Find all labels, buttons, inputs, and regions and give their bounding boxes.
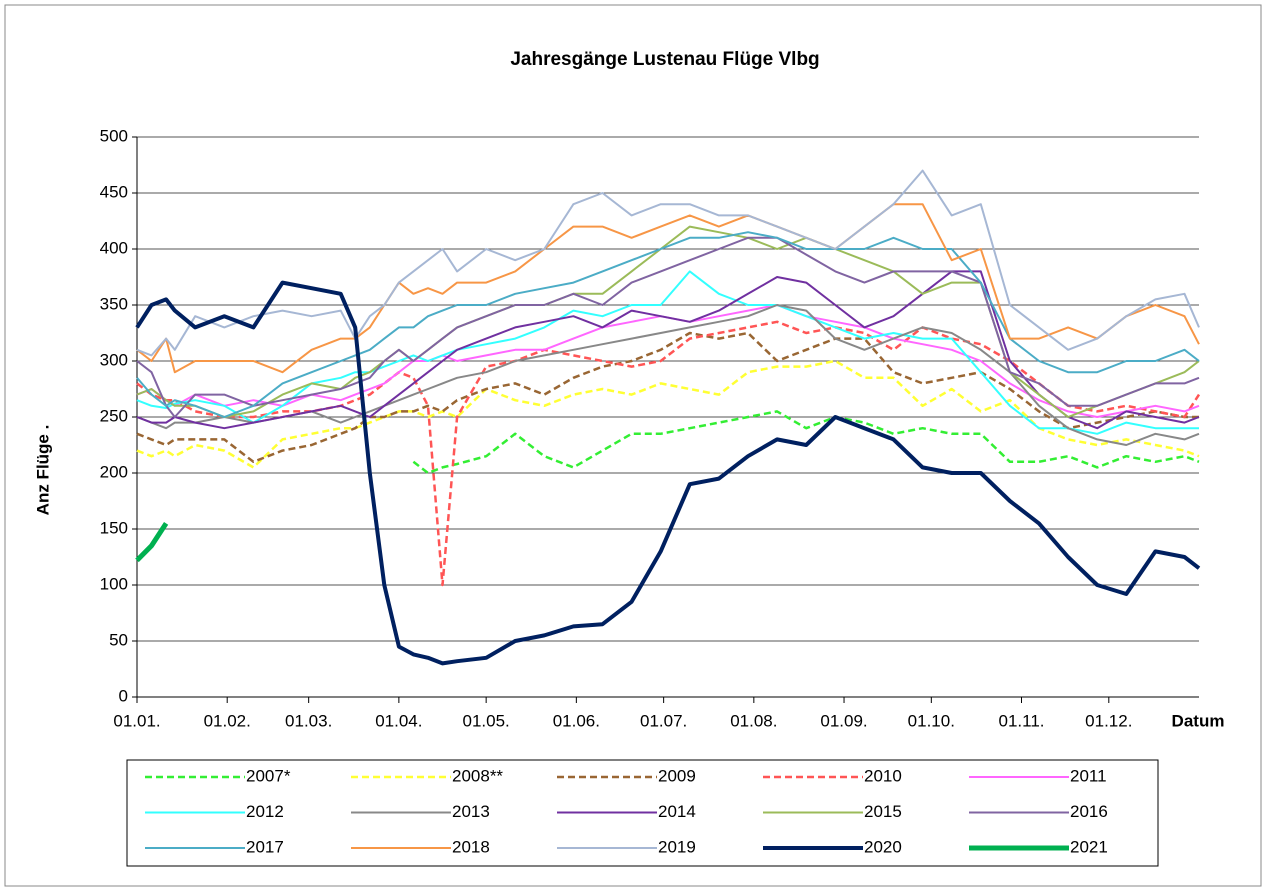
legend-label: 2013 [452, 802, 490, 821]
legend-label: 2021 [1070, 837, 1108, 856]
legend-label: 2007* [246, 766, 291, 785]
y-tick-label: 450 [100, 182, 128, 201]
legend-label: 2011 [1070, 766, 1107, 785]
y-tick-label: 50 [109, 630, 128, 649]
x-tick-label: 01.05. [463, 711, 510, 730]
x-axis-label: Datum [1172, 711, 1225, 730]
series-line [136, 331, 1199, 464]
legend-label: 2009 [658, 766, 696, 785]
y-tick-label: 250 [100, 406, 128, 425]
y-tick-label: 300 [100, 350, 128, 369]
x-tick-label: 01.11. [999, 711, 1045, 730]
series-line [136, 236, 1200, 418]
y-tick-label: 400 [100, 238, 128, 257]
series-line [136, 304, 1200, 418]
series-line [136, 270, 1199, 435]
x-tick-label: 01.02. [204, 711, 251, 730]
x-tick-label: 01.09. [820, 711, 867, 730]
series-line [136, 359, 1200, 469]
legend-label: 2018 [452, 837, 490, 856]
y-tick-label: 150 [100, 518, 128, 537]
y-tick-label: 350 [100, 294, 128, 313]
y-tick-label: 200 [100, 462, 128, 481]
series-line [136, 203, 1200, 374]
x-tick-label: 01.03. [285, 711, 332, 730]
x-tick-label: 01.12. [1085, 711, 1132, 730]
legend-label: 2019 [658, 837, 696, 856]
series-line [136, 169, 1200, 357]
legend-label: 2017 [246, 837, 284, 856]
legend-label: 2014 [658, 802, 696, 821]
series-line [136, 270, 1200, 430]
series-line [412, 410, 1200, 475]
legend-label: 2015 [864, 802, 902, 821]
x-tick-label: 01.06. [553, 711, 600, 730]
chart-title: Jahresgänge Lustenau Flüge Vlbg [510, 49, 819, 70]
y-axis-label: Anz Flüge . [33, 425, 52, 516]
x-tick-label: 01.08. [730, 711, 777, 730]
x-tick-label: 01.04. [375, 711, 422, 730]
y-tick-label: 100 [100, 574, 128, 593]
x-tick-label: 01.07. [640, 711, 687, 730]
series-line [135, 280, 1201, 666]
x-tick-label: 01.10. [908, 711, 955, 730]
y-tick-label: 0 [119, 686, 128, 705]
legend-label: 2008** [452, 766, 503, 785]
series-line [136, 231, 1200, 418]
x-tick-label: 01.01. [113, 711, 160, 730]
legend-label: 2012 [246, 802, 284, 821]
legend-label: 2020 [864, 837, 902, 856]
series-line [135, 522, 169, 563]
chart-border [4, 4, 1262, 887]
y-tick-label: 500 [100, 126, 128, 145]
legend-label: 2016 [1070, 802, 1108, 821]
legend-label: 2010 [864, 766, 902, 785]
